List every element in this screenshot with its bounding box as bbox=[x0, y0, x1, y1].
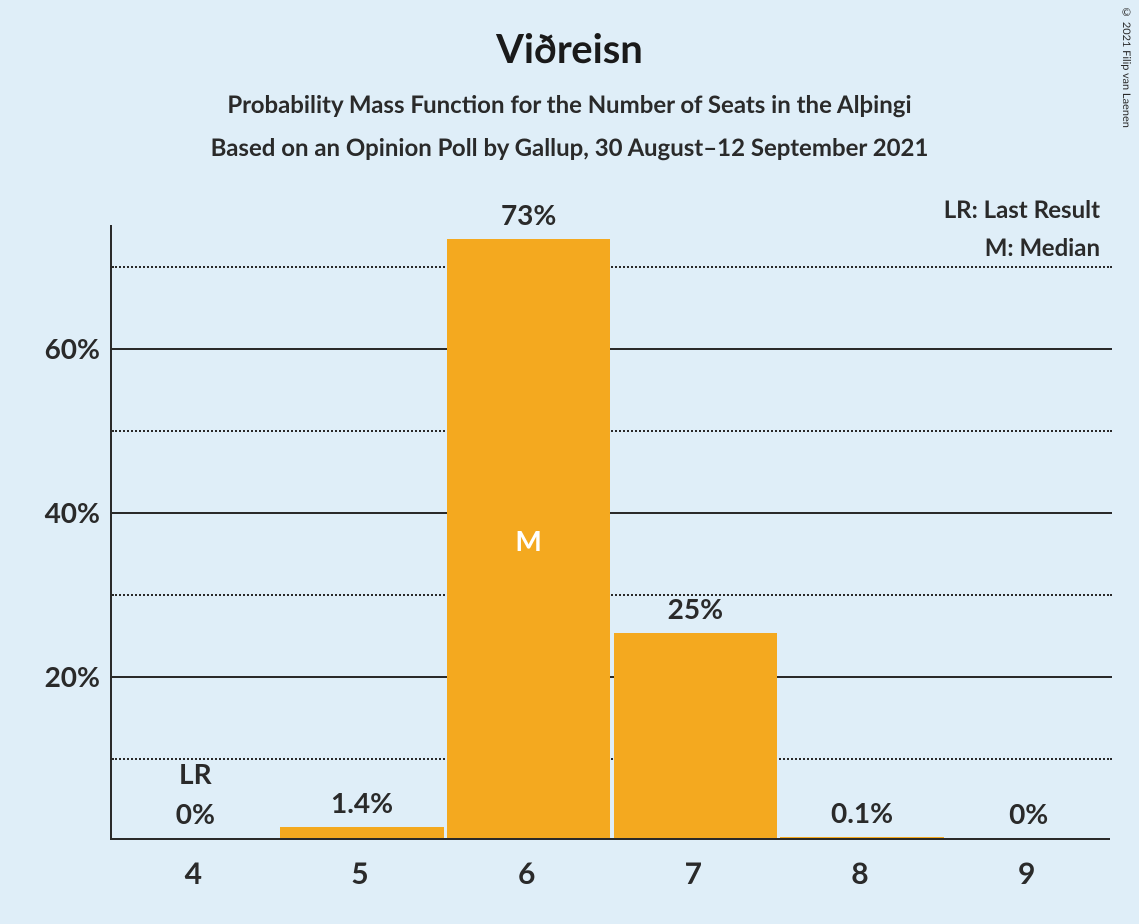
bar-value-label: 1.4% bbox=[331, 785, 393, 819]
bar-value-label: 0.1% bbox=[831, 795, 893, 829]
last-result-marker: LR bbox=[179, 756, 212, 790]
x-axis-label: 6 bbox=[518, 855, 535, 891]
bar bbox=[780, 837, 943, 838]
bar-value-label: 0% bbox=[1009, 796, 1048, 830]
copyright-text: © 2021 Filip van Laenen bbox=[1120, 6, 1133, 128]
y-axis-label: 40% bbox=[45, 495, 100, 529]
gridline-minor bbox=[112, 758, 1112, 760]
bar-value-label: 25% bbox=[668, 591, 723, 625]
chart-subtitle-2: Based on an Opinion Poll by Gallup, 30 A… bbox=[0, 119, 1139, 162]
chart-container: LR: Last Result M: Median 0%LR1.4%73%M25… bbox=[110, 225, 1110, 840]
chart-subtitle: Probability Mass Function for the Number… bbox=[0, 72, 1139, 119]
median-marker: M bbox=[515, 523, 541, 557]
bar bbox=[614, 633, 777, 838]
x-axis-label: 9 bbox=[1018, 855, 1035, 891]
bar bbox=[280, 827, 443, 838]
bar-value-label: 73% bbox=[501, 197, 556, 231]
chart-title: Viðreisn bbox=[0, 0, 1139, 72]
gridline-major bbox=[112, 676, 1112, 678]
bar-value-label: 0% bbox=[176, 796, 215, 830]
x-axis-label: 5 bbox=[351, 855, 368, 891]
y-axis-label: 20% bbox=[45, 659, 100, 693]
x-axis-label: 7 bbox=[685, 855, 702, 891]
y-axis-label: 60% bbox=[45, 331, 100, 365]
x-axis-label: 8 bbox=[851, 855, 868, 891]
gridline-minor bbox=[112, 266, 1112, 268]
legend-m: M: Median bbox=[985, 233, 1100, 262]
x-axis-label: 4 bbox=[185, 855, 202, 891]
legend-lr: LR: Last Result bbox=[944, 195, 1100, 224]
gridline-minor bbox=[112, 594, 1112, 596]
gridline-major bbox=[112, 348, 1112, 350]
gridline-minor bbox=[112, 430, 1112, 432]
gridline-major bbox=[112, 512, 1112, 514]
plot-area: LR: Last Result M: Median 0%LR1.4%73%M25… bbox=[110, 225, 1110, 840]
